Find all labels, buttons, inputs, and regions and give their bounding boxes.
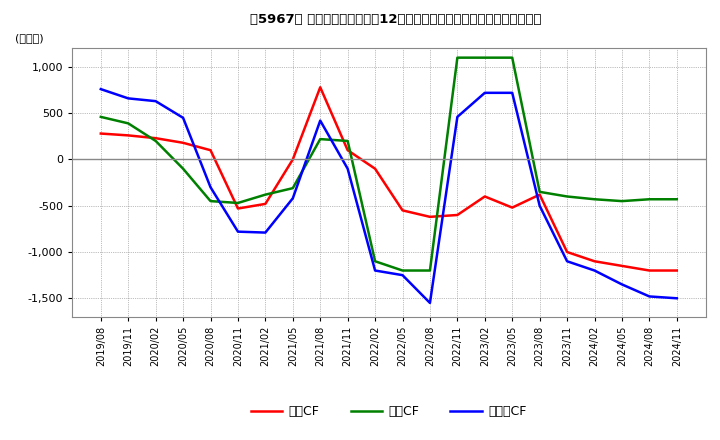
投資CF: [343, 138, 352, 143]
Text: (百万円): (百万円): [15, 33, 44, 43]
フリーCF: [536, 203, 544, 209]
フリーCF: [96, 87, 105, 92]
営業CF: [289, 157, 297, 162]
フリーCF: [645, 294, 654, 299]
投資CF: [371, 259, 379, 264]
フリーCF: [289, 196, 297, 201]
フリーCF: [672, 296, 681, 301]
投資CF: [289, 186, 297, 191]
営業CF: [398, 208, 407, 213]
投資CF: [124, 121, 132, 126]
フリーCF: [590, 268, 599, 273]
投資CF: [261, 192, 270, 197]
Line: 営業CF: 営業CF: [101, 87, 677, 271]
投資CF: [645, 197, 654, 202]
投資CF: [179, 166, 187, 171]
投資CF: [151, 138, 160, 143]
営業CF: [453, 213, 462, 218]
営業CF: [343, 147, 352, 153]
投資CF: [96, 114, 105, 120]
フリーCF: [563, 259, 572, 264]
フリーCF: [453, 114, 462, 120]
フリーCF: [261, 230, 270, 235]
営業CF: [124, 133, 132, 138]
フリーCF: [618, 282, 626, 287]
投資CF: [453, 55, 462, 60]
営業CF: [151, 136, 160, 141]
投資CF: [426, 268, 434, 273]
投資CF: [206, 198, 215, 204]
営業CF: [645, 268, 654, 273]
フリーCF: [398, 272, 407, 278]
投資CF: [398, 268, 407, 273]
フリーCF: [206, 185, 215, 190]
フリーCF: [151, 99, 160, 104]
営業CF: [672, 268, 681, 273]
フリーCF: [124, 96, 132, 101]
フリーCF: [508, 90, 516, 95]
投資CF: [618, 198, 626, 204]
営業CF: [206, 147, 215, 153]
営業CF: [536, 192, 544, 197]
投資CF: [233, 200, 242, 205]
投資CF: [316, 136, 325, 142]
営業CF: [233, 206, 242, 211]
投資CF: [563, 194, 572, 199]
投資CF: [508, 55, 516, 60]
フリーCF: [371, 268, 379, 273]
営業CF: [426, 214, 434, 220]
営業CF: [316, 84, 325, 90]
投資CF: [480, 55, 489, 60]
フリーCF: [179, 115, 187, 121]
営業CF: [480, 194, 489, 199]
営業CF: [179, 140, 187, 146]
Line: 投資CF: 投資CF: [101, 58, 677, 271]
営業CF: [371, 166, 379, 171]
営業CF: [261, 201, 270, 206]
Legend: 営業CF, 投資CF, フリーCF: 営業CF, 投資CF, フリーCF: [246, 400, 531, 423]
投資CF: [590, 197, 599, 202]
Line: フリーCF: フリーCF: [101, 89, 677, 303]
営業CF: [590, 259, 599, 264]
営業CF: [618, 263, 626, 268]
フリーCF: [480, 90, 489, 95]
フリーCF: [343, 166, 352, 171]
営業CF: [96, 131, 105, 136]
投資CF: [536, 189, 544, 194]
投資CF: [672, 197, 681, 202]
フリーCF: [426, 300, 434, 305]
営業CF: [508, 205, 516, 210]
フリーCF: [316, 118, 325, 123]
Text: 【5967】 キャッシュフローの12か月移動合計の対前年同期増減額の推移: 【5967】 キャッシュフローの12か月移動合計の対前年同期増減額の推移: [251, 13, 541, 26]
営業CF: [563, 249, 572, 255]
フリーCF: [233, 229, 242, 234]
